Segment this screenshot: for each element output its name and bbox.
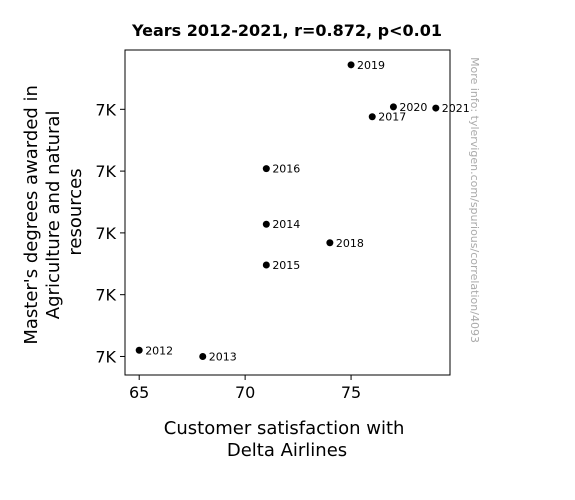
x-tick-label-2: 75 — [341, 383, 361, 402]
plot-area — [124, 49, 451, 376]
y-axis-label-line-3: resources — [65, 168, 86, 255]
x-axis-label: Customer satisfaction with Delta Airline… — [164, 418, 410, 461]
data-point-2017 — [368, 113, 376, 121]
x-axis: 65 70 75 — [129, 375, 361, 402]
data-point-2012 — [135, 346, 143, 354]
point-label-2016: 2016 — [272, 163, 300, 176]
point-label-2021: 2021 — [442, 102, 470, 115]
watermark: More info: tylervigen.com/spurious/corre… — [468, 57, 481, 343]
point-label-2017: 2017 — [378, 111, 406, 124]
y-tick-label-2: 7K — [95, 224, 116, 243]
point-label-2020: 2020 — [399, 101, 427, 114]
point-label-2018: 2018 — [336, 237, 364, 250]
x-axis-label-line-2: Delta Airlines — [227, 440, 347, 461]
y-axis: 7K 7K 7K 7K 7K — [95, 100, 125, 366]
data-point-2021 — [432, 104, 440, 112]
data-point-2015 — [262, 261, 270, 269]
point-label-2013: 2013 — [209, 350, 237, 363]
y-tick-label-1: 7K — [95, 286, 116, 305]
data-point-2019 — [347, 61, 355, 69]
x-axis-label-line-1: Customer satisfaction with — [164, 418, 405, 439]
point-label-2014: 2014 — [272, 218, 300, 231]
x-tick-label-0: 65 — [129, 383, 149, 402]
data-point-2018 — [326, 239, 334, 247]
y-tick-label-4: 7K — [95, 100, 116, 119]
y-tick-label-3: 7K — [95, 162, 116, 181]
y-axis-label-line-2: Agriculture and natural — [43, 111, 64, 320]
point-label-2019: 2019 — [357, 59, 385, 72]
data-points: 2012 2013 2014 2015 2016 2017 2018 2019 2020 2021 — [135, 59, 470, 363]
data-point-2016 — [262, 165, 270, 173]
data-point-2020 — [389, 103, 397, 111]
y-axis-label: Master's degrees awarded in Agriculture … — [21, 79, 86, 344]
y-tick-label-0: 7K — [95, 347, 116, 366]
x-tick-label-1: 70 — [235, 383, 255, 402]
point-label-2015: 2015 — [272, 259, 300, 272]
data-point-2013 — [199, 352, 207, 360]
y-axis-label-line-1: Master's degrees awarded in — [21, 85, 42, 345]
chart-title: Years 2012-2021, r=0.872, p<0.01 — [131, 21, 442, 40]
data-point-2014 — [262, 220, 270, 228]
point-label-2012: 2012 — [145, 344, 173, 357]
